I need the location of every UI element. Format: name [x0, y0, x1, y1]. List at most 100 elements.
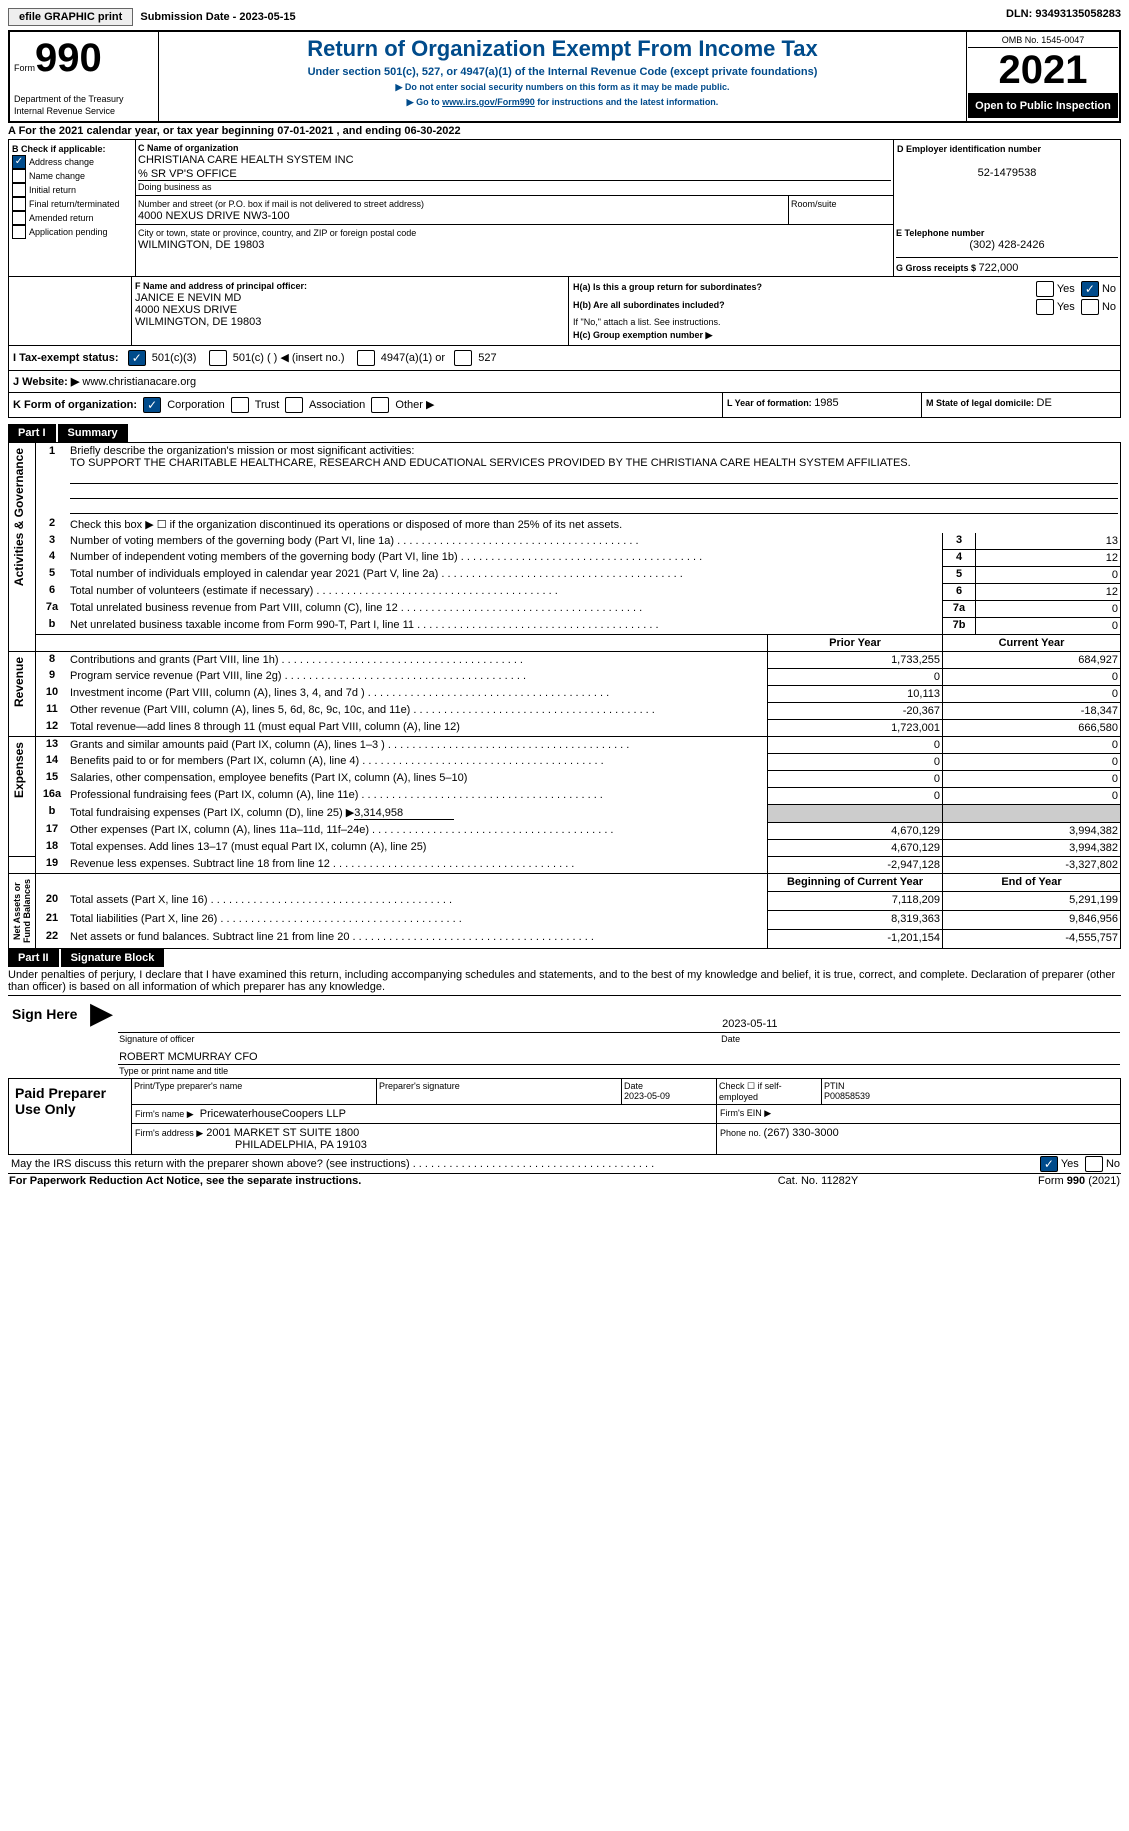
paid-preparer-label: Paid Preparer Use Only — [9, 1078, 132, 1154]
prior-year-header: Prior Year — [768, 634, 943, 651]
sign-date: 2023-05-11 — [720, 1016, 1120, 1033]
line21-eoy: 9,846,956 — [943, 911, 1121, 930]
line17-cy: 3,994,382 — [943, 822, 1121, 839]
street-label: Number and street (or P.O. box if mail i… — [138, 199, 424, 209]
room-label: Room/suite — [791, 199, 837, 209]
line13-cy: 0 — [943, 736, 1121, 753]
line21-boy: 8,319,363 — [768, 911, 943, 930]
line16a-py: 0 — [768, 787, 943, 804]
line6-value: 12 — [976, 583, 1121, 600]
website-label: J Website: ▶ — [13, 376, 79, 388]
501c3-checkbox[interactable]: ✓ — [128, 350, 146, 366]
officer-label: F Name and address of principal officer: — [135, 281, 307, 291]
summary-table: Activities & Governance 1 Briefly descri… — [8, 442, 1121, 949]
line8-py: 1,733,255 — [768, 651, 943, 668]
gross-receipts-label: G Gross receipts $ — [896, 263, 979, 273]
firm-phone: (267) 330-3000 — [764, 1127, 839, 1139]
vlabel-netassets: Net Assets or Fund Balances — [10, 875, 34, 947]
sign-here-block: Sign Here ▶ 2023-05-11 Signature of offi… — [8, 996, 1121, 1078]
name-change-checkbox[interactable] — [12, 169, 26, 183]
line7b-value: 0 — [976, 617, 1121, 634]
corp-checkbox[interactable]: ✓ — [143, 397, 161, 413]
form-title: Return of Organization Exempt From Incom… — [163, 36, 962, 62]
part1-bar: Part ISummary — [8, 424, 1121, 442]
dln: 93493135058283 — [1035, 8, 1121, 20]
part2-bar: Part IISignature Block — [8, 949, 1121, 967]
hb-note: If "No," attach a list. See instructions… — [572, 316, 1117, 328]
city: WILMINGTON, DE 19803 — [138, 239, 264, 251]
address-change-checkbox[interactable]: ✓ — [12, 155, 26, 169]
state-domicile: DE — [1037, 397, 1052, 409]
other-checkbox[interactable] — [371, 397, 389, 413]
may-discuss-row: May the IRS discuss this return with the… — [8, 1155, 1121, 1174]
org-name: CHRISTIANA CARE HEALTH SYSTEM INC — [138, 154, 354, 166]
hb-no-checkbox[interactable] — [1081, 299, 1099, 315]
app-pending-checkbox[interactable] — [12, 225, 26, 239]
line3-value: 13 — [976, 533, 1121, 550]
line20-boy: 7,118,209 — [768, 892, 943, 911]
org-name-label: C Name of organization — [138, 143, 239, 153]
line19-cy: -3,327,802 — [943, 856, 1121, 873]
officer-city: WILMINGTON, DE 19803 — [135, 316, 261, 328]
trust-checkbox[interactable] — [231, 397, 249, 413]
form990-link[interactable]: www.irs.gov/Form990 — [442, 97, 535, 107]
line2-text: Check this box ▶ ☐ if the organization d… — [68, 516, 1121, 533]
omb-label: OMB No. 1545-0047 — [968, 33, 1118, 48]
line9-cy: 0 — [943, 668, 1121, 685]
final-return-checkbox[interactable] — [12, 197, 26, 211]
line10-py: 10,113 — [768, 685, 943, 702]
firm-ein-label: Firm's EIN ▶ — [717, 1104, 1121, 1123]
pra-notice: For Paperwork Reduction Act Notice, see … — [8, 1174, 717, 1188]
line17-py: 4,670,129 — [768, 822, 943, 839]
form-subtitle2: ▶ Do not enter social security numbers o… — [163, 82, 962, 93]
line16b-value: 3,314,958 — [354, 807, 454, 820]
line19-py: -2,947,128 — [768, 856, 943, 873]
line18-cy: 3,994,382 — [943, 839, 1121, 856]
sign-arrow-icon: ▶ — [86, 996, 117, 1078]
form-label: Form — [14, 63, 35, 73]
officer-block: F Name and address of principal officer:… — [8, 277, 1121, 346]
gross-receipts: 722,000 — [979, 262, 1019, 274]
form-org-label: K Form of organization: — [13, 398, 137, 410]
hb-yes-checkbox[interactable] — [1036, 299, 1054, 315]
line22-eoy: -4,555,757 — [943, 929, 1121, 948]
efile-print-button[interactable]: efile GRAPHIC print — [8, 8, 133, 26]
initial-return-checkbox[interactable] — [12, 183, 26, 197]
527-checkbox[interactable] — [454, 350, 472, 366]
section-b-label: B Check if applicable: — [12, 144, 106, 154]
ha-no-checkbox[interactable]: ✓ — [1081, 281, 1099, 297]
may-no-checkbox[interactable] — [1085, 1156, 1103, 1172]
tax-year: 2021 — [968, 48, 1118, 94]
line8-cy: 684,927 — [943, 651, 1121, 668]
prep-date: 2023-05-09 — [624, 1091, 670, 1101]
ha-yes-checkbox[interactable] — [1036, 281, 1054, 297]
ha-label: H(a) Is this a group return for subordin… — [573, 282, 762, 292]
telephone: (302) 428-2426 — [896, 239, 1118, 251]
vlabel-revenue: Revenue — [10, 653, 28, 711]
line12-py: 1,723,001 — [768, 719, 943, 736]
hb-label: H(b) Are all subordinates included? — [573, 300, 725, 310]
line15-cy: 0 — [943, 770, 1121, 787]
4947-checkbox[interactable] — [357, 350, 375, 366]
line7a-value: 0 — [976, 600, 1121, 617]
ptin: P00858539 — [824, 1091, 870, 1101]
line14-py: 0 — [768, 753, 943, 770]
amended-return-checkbox[interactable] — [12, 211, 26, 225]
501c-checkbox[interactable] — [209, 350, 227, 366]
tel-label: E Telephone number — [896, 228, 984, 238]
dept-label: Department of the Treasury — [14, 94, 124, 104]
submission-date-label: Submission Date - — [140, 11, 239, 23]
assoc-checkbox[interactable] — [285, 397, 303, 413]
line9-py: 0 — [768, 668, 943, 685]
line4-value: 12 — [976, 549, 1121, 566]
may-yes-checkbox[interactable]: ✓ — [1040, 1156, 1058, 1172]
eoy-header: End of Year — [943, 873, 1121, 892]
vlabel-governance: Activities & Governance — [10, 444, 28, 590]
irs-label: Internal Revenue Service — [14, 106, 115, 116]
tax-status-label: I Tax-exempt status: — [13, 351, 119, 363]
vlabel-expenses: Expenses — [10, 738, 28, 802]
mission-text: TO SUPPORT THE CHARITABLE HEALTHCARE, RE… — [70, 457, 911, 469]
officer-name: JANICE E NEVIN MD — [135, 292, 241, 304]
dln-label: DLN: — [1006, 8, 1035, 20]
ein: 52-1479538 — [897, 167, 1117, 179]
